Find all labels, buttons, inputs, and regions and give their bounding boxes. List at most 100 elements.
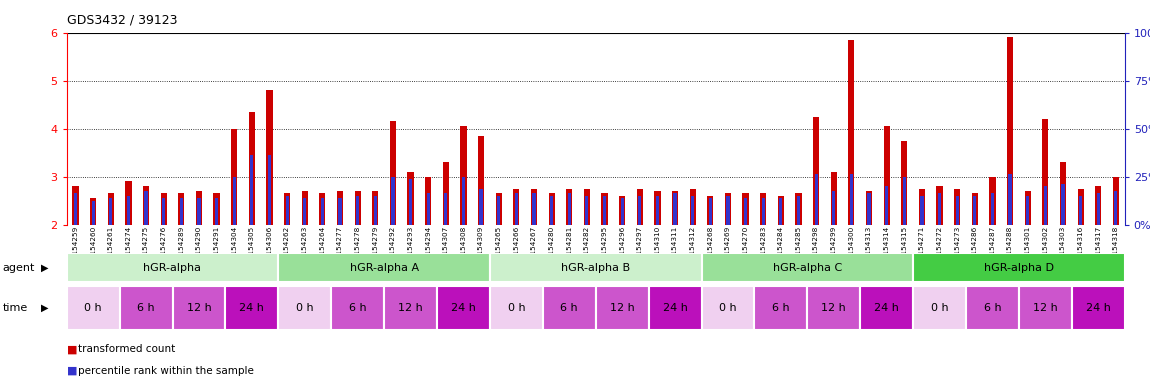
Bar	[480, 189, 483, 225]
Bar	[883, 126, 890, 225]
Text: hGR-alpha: hGR-alpha	[144, 263, 201, 273]
Bar	[886, 186, 888, 225]
Bar	[231, 129, 237, 225]
Bar	[407, 172, 414, 225]
Text: 12 h: 12 h	[610, 303, 635, 313]
Bar	[1113, 177, 1119, 225]
Bar	[991, 194, 994, 225]
Text: ▶: ▶	[41, 263, 49, 273]
Bar	[654, 191, 660, 225]
Bar	[214, 194, 220, 225]
Bar	[724, 194, 731, 225]
Bar	[566, 189, 573, 225]
Bar	[1044, 186, 1046, 225]
Bar	[478, 136, 484, 225]
Bar	[973, 196, 976, 225]
Text: ■: ■	[67, 344, 77, 354]
Bar	[532, 194, 536, 225]
Text: 24 h: 24 h	[662, 303, 688, 313]
Bar	[649, 286, 702, 330]
Bar	[338, 198, 342, 225]
Bar	[796, 194, 802, 225]
Bar	[543, 286, 596, 330]
Text: 12 h: 12 h	[398, 303, 423, 313]
Bar	[172, 286, 225, 330]
Text: hGR-alpha D: hGR-alpha D	[984, 263, 1053, 273]
Text: 0 h: 0 h	[719, 303, 737, 313]
Bar	[938, 194, 941, 225]
Bar	[337, 191, 343, 225]
Text: time: time	[2, 303, 28, 313]
Bar	[656, 196, 659, 225]
Text: 0 h: 0 h	[296, 303, 314, 313]
Bar	[585, 196, 589, 225]
Bar	[549, 194, 554, 225]
Bar	[391, 177, 394, 225]
Text: 24 h: 24 h	[1086, 303, 1111, 313]
Bar	[1060, 162, 1066, 225]
Bar	[833, 191, 835, 225]
Bar	[674, 194, 676, 225]
Bar	[1097, 194, 1099, 225]
Bar	[672, 191, 678, 225]
Bar	[125, 182, 131, 225]
Bar	[867, 194, 871, 225]
Bar	[278, 253, 490, 282]
Bar	[143, 186, 150, 225]
Bar	[427, 194, 430, 225]
Bar	[109, 198, 113, 225]
Bar	[437, 286, 490, 330]
Bar	[490, 253, 702, 282]
Bar	[225, 286, 278, 330]
Bar	[603, 196, 606, 225]
Text: 0 h: 0 h	[84, 303, 102, 313]
Bar	[426, 177, 431, 225]
Text: 24 h: 24 h	[239, 303, 264, 313]
Bar	[1025, 191, 1030, 225]
Text: 6 h: 6 h	[560, 303, 578, 313]
Bar	[248, 112, 255, 225]
Bar	[913, 253, 1125, 282]
Bar	[460, 126, 467, 225]
Text: 0 h: 0 h	[507, 303, 526, 313]
Bar	[444, 194, 447, 225]
Bar	[850, 174, 853, 225]
Text: hGR-alpha A: hGR-alpha A	[350, 263, 419, 273]
Text: 6 h: 6 h	[137, 303, 155, 313]
Text: hGR-alpha C: hGR-alpha C	[773, 263, 842, 273]
Text: percentile rank within the sample: percentile rank within the sample	[78, 366, 254, 376]
Bar	[409, 179, 412, 225]
Bar	[161, 194, 167, 225]
Bar	[198, 198, 200, 225]
Bar	[550, 196, 553, 225]
Bar	[515, 194, 518, 225]
Text: 0 h: 0 h	[930, 303, 949, 313]
Text: GDS3432 / 39123: GDS3432 / 39123	[67, 13, 177, 26]
Bar	[215, 198, 218, 225]
Bar	[621, 198, 623, 225]
Bar	[268, 155, 271, 225]
Text: 24 h: 24 h	[874, 303, 899, 313]
Bar	[285, 196, 289, 225]
Bar	[1007, 38, 1013, 225]
Bar	[1042, 119, 1049, 225]
Bar	[496, 194, 501, 225]
Bar	[814, 174, 818, 225]
Text: 12 h: 12 h	[821, 303, 846, 313]
Bar	[780, 198, 782, 225]
Bar	[972, 194, 978, 225]
Bar	[619, 196, 626, 225]
Bar	[1019, 286, 1072, 330]
Bar	[90, 198, 97, 225]
Bar	[690, 189, 696, 225]
Bar	[373, 191, 378, 225]
Text: 12 h: 12 h	[186, 303, 212, 313]
Bar	[179, 198, 183, 225]
Bar	[902, 141, 907, 225]
Bar	[374, 196, 377, 225]
Bar	[568, 194, 570, 225]
Bar	[744, 198, 748, 225]
Text: 24 h: 24 h	[451, 303, 476, 313]
Bar	[490, 286, 543, 330]
Bar	[196, 191, 202, 225]
